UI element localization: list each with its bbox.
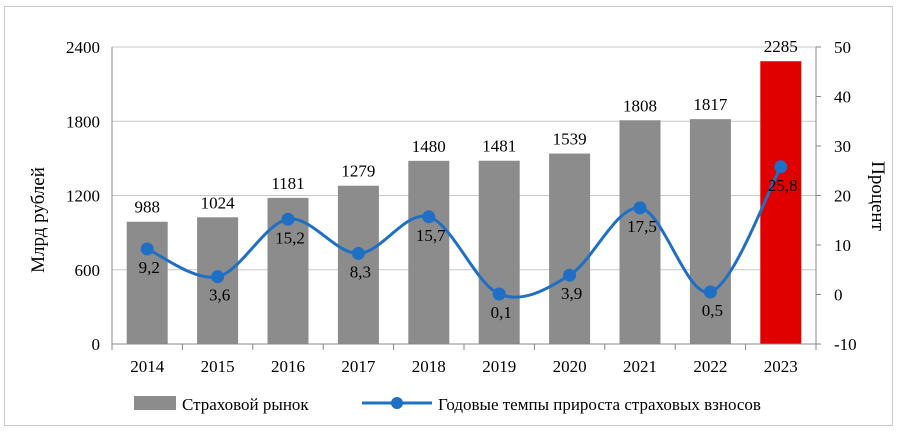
x-tick-label: 2023 — [764, 357, 798, 376]
x-tick-label: 2019 — [482, 357, 516, 376]
bar-value-label: 988 — [134, 198, 160, 217]
growth-line — [146, 166, 783, 299]
x-tick-label: 2017 — [341, 357, 376, 376]
y-left-title: Млрд рублей — [28, 167, 49, 273]
x-tick-label: 2018 — [412, 357, 446, 376]
growth-point — [774, 160, 788, 174]
y-left-tick-label: 2400 — [66, 38, 100, 57]
bar — [760, 61, 802, 344]
growth-point — [281, 212, 295, 226]
growth-value-label: 3,6 — [209, 286, 230, 305]
line-series — [140, 160, 788, 301]
legend-line-marker — [391, 397, 403, 409]
bar — [689, 119, 731, 345]
bar-value-label: 1181 — [271, 174, 304, 193]
growth-value-label: 17,5 — [627, 217, 657, 236]
bar-value-label: 1817 — [693, 95, 728, 114]
y-left-tick-label: 1800 — [66, 112, 100, 131]
bar-value-label: 1480 — [412, 137, 446, 156]
growth-point — [351, 246, 365, 260]
x-tick-label: 2021 — [623, 357, 657, 376]
y-right-tick-label: 10 — [834, 236, 851, 255]
growth-value-label: 8,3 — [350, 262, 371, 281]
growth-point — [422, 210, 436, 224]
bar-series — [126, 61, 802, 345]
y-right-tick-label: 0 — [834, 286, 843, 305]
growth-point — [140, 242, 154, 256]
bar-value-label: 1808 — [623, 96, 657, 115]
bar — [478, 160, 520, 344]
growth-value-label: 25,8 — [768, 176, 798, 195]
y-left-tick-label: 1200 — [66, 187, 100, 206]
legend-line-label: Годовые темпы прироста страховых взносов — [438, 395, 761, 414]
growth-value-label: 0,1 — [491, 303, 512, 322]
bar — [619, 120, 661, 344]
y-right-tick-label: 40 — [834, 88, 851, 107]
bar-value-label: 2285 — [764, 37, 798, 56]
bar-value-label: 1539 — [553, 130, 587, 149]
growth-value-label: 15,2 — [275, 228, 305, 247]
x-tick-label: 2020 — [553, 357, 587, 376]
bar — [126, 221, 168, 344]
bar-value-label: 1481 — [482, 137, 516, 156]
y-right-tick-label: 30 — [834, 137, 851, 156]
x-tick-label: 2022 — [693, 357, 727, 376]
growth-value-label: 3,9 — [561, 284, 582, 303]
growth-value-label: 15,7 — [416, 226, 446, 245]
x-tick-label: 2016 — [271, 357, 305, 376]
x-tick-label: 2014 — [130, 357, 165, 376]
growth-point — [633, 201, 647, 215]
x-tick-label: 2015 — [201, 357, 235, 376]
y-right-title: Процент — [867, 161, 888, 231]
bar — [337, 185, 379, 344]
y-right-tick-label: 20 — [834, 187, 851, 206]
legend-bar-swatch — [134, 396, 176, 410]
bar — [549, 153, 591, 344]
bar — [408, 160, 450, 344]
growth-point — [563, 268, 577, 282]
growth-value-label: 0,5 — [702, 301, 723, 320]
bar-value-label: 1279 — [341, 162, 375, 181]
y-right-tick-label: -10 — [834, 335, 857, 354]
y-right-tick-label: 50 — [834, 38, 851, 57]
legend: Страховой рынок Годовые темпы прироста с… — [134, 395, 761, 414]
data-labels: 988 1024 1181 1279 1480 1481 1539 1808 1817 2285 9… — [134, 37, 797, 322]
growth-value-label: 9,2 — [139, 258, 160, 277]
axes: 0 600 1200 1800 2400 -10 0 10 20 30 40 50 2014 2015 20… — [66, 38, 857, 376]
growth-point — [211, 270, 225, 284]
y-left-tick-label: 0 — [92, 335, 101, 354]
growth-point — [492, 287, 506, 301]
growth-point — [703, 285, 717, 299]
bar-value-label: 1024 — [201, 193, 236, 212]
y-left-tick-label: 600 — [75, 261, 101, 280]
legend-bar-label: Страховой рынок — [182, 395, 309, 414]
